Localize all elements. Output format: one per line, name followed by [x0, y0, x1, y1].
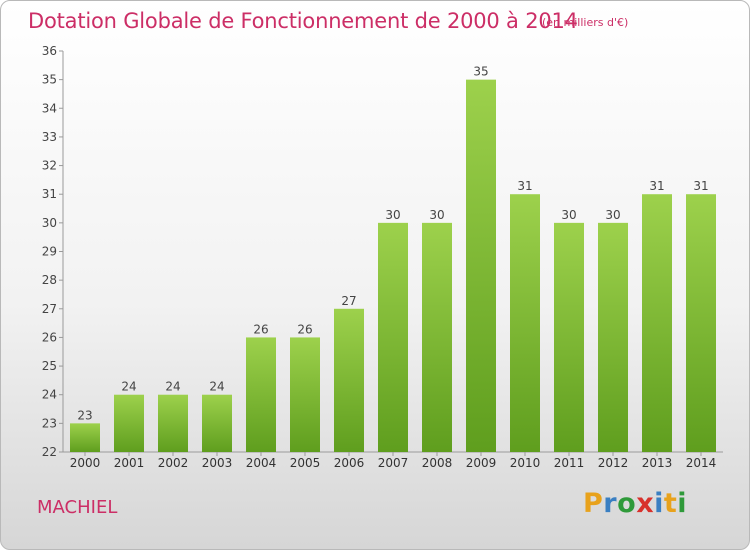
x-tick-label: 2013	[642, 456, 673, 470]
x-tick-label: 2006	[334, 456, 365, 470]
chart-unit: (en milliers d'€)	[542, 16, 629, 29]
x-tick-label: 2007	[378, 456, 409, 470]
data-label: 30	[385, 208, 400, 222]
x-tick-label: 2003	[202, 456, 233, 470]
bar	[466, 79, 496, 453]
data-label: 30	[561, 208, 576, 222]
logo-letter: i	[677, 488, 688, 519]
y-tick-label: 36	[42, 44, 57, 58]
commune-name: MACHIEL	[37, 497, 118, 518]
y-tick-label: 34	[42, 101, 57, 115]
x-tick-label: 2009	[466, 456, 497, 470]
bar	[290, 337, 320, 452]
proxiti-logo: Proxiti	[583, 488, 687, 519]
x-tick-label: 2008	[422, 456, 453, 470]
data-label: 30	[605, 208, 620, 222]
x-tick-label: 2005	[290, 456, 321, 470]
bar	[246, 337, 276, 452]
data-label: 24	[121, 380, 136, 394]
data-label: 24	[209, 380, 224, 394]
chart-title: Dotation Globale de Fonctionnement de 20…	[28, 9, 578, 33]
data-label: 31	[649, 179, 664, 193]
data-label: 35	[473, 65, 488, 79]
y-tick-label: 29	[42, 245, 57, 259]
x-tick-label: 2012	[598, 456, 629, 470]
bar	[686, 194, 716, 452]
x-tick-label: 2001	[114, 456, 145, 470]
bar	[422, 222, 452, 452]
data-label: 26	[297, 322, 312, 336]
bar	[70, 423, 100, 452]
y-tick-label: 25	[42, 359, 57, 373]
y-tick-label: 30	[42, 216, 57, 230]
data-label: 30	[429, 208, 444, 222]
bar	[114, 394, 144, 452]
x-tick-label: 2010	[510, 456, 541, 470]
data-label: 26	[253, 322, 268, 336]
logo-letter: i	[654, 488, 664, 519]
bar	[598, 222, 628, 452]
data-label: 24	[165, 380, 180, 394]
y-tick-label: 24	[42, 388, 57, 402]
y-tick-label: 35	[42, 73, 57, 87]
bar	[378, 222, 408, 452]
data-label: 31	[693, 179, 708, 193]
x-tick-label: 2002	[158, 456, 189, 470]
data-label: 27	[341, 294, 356, 308]
y-tick-label: 27	[42, 302, 57, 316]
x-tick-label: 2011	[554, 456, 585, 470]
x-tick-label: 2004	[246, 456, 277, 470]
y-tick-label: 32	[42, 159, 57, 173]
logo-letter: r	[603, 488, 618, 519]
logo-letter: x	[636, 488, 655, 519]
y-tick-label: 23	[42, 416, 57, 430]
logo-letter: t	[663, 488, 678, 519]
bar	[554, 222, 584, 452]
bar	[642, 194, 672, 452]
x-tick-label: 2014	[686, 456, 717, 470]
logo-letter: o	[617, 488, 637, 519]
data-label: 31	[517, 179, 532, 193]
bar	[334, 308, 364, 452]
y-tick-label: 26	[42, 330, 57, 344]
y-tick-label: 33	[42, 130, 57, 144]
y-tick-label: 22	[42, 445, 57, 459]
logo-letter: P	[583, 488, 604, 519]
bar	[158, 394, 188, 452]
bar	[202, 394, 232, 452]
y-tick-label: 31	[42, 187, 57, 201]
data-label: 23	[77, 408, 92, 422]
x-tick-label: 2000	[70, 456, 101, 470]
bar	[510, 194, 540, 452]
y-tick-label: 28	[42, 273, 57, 287]
